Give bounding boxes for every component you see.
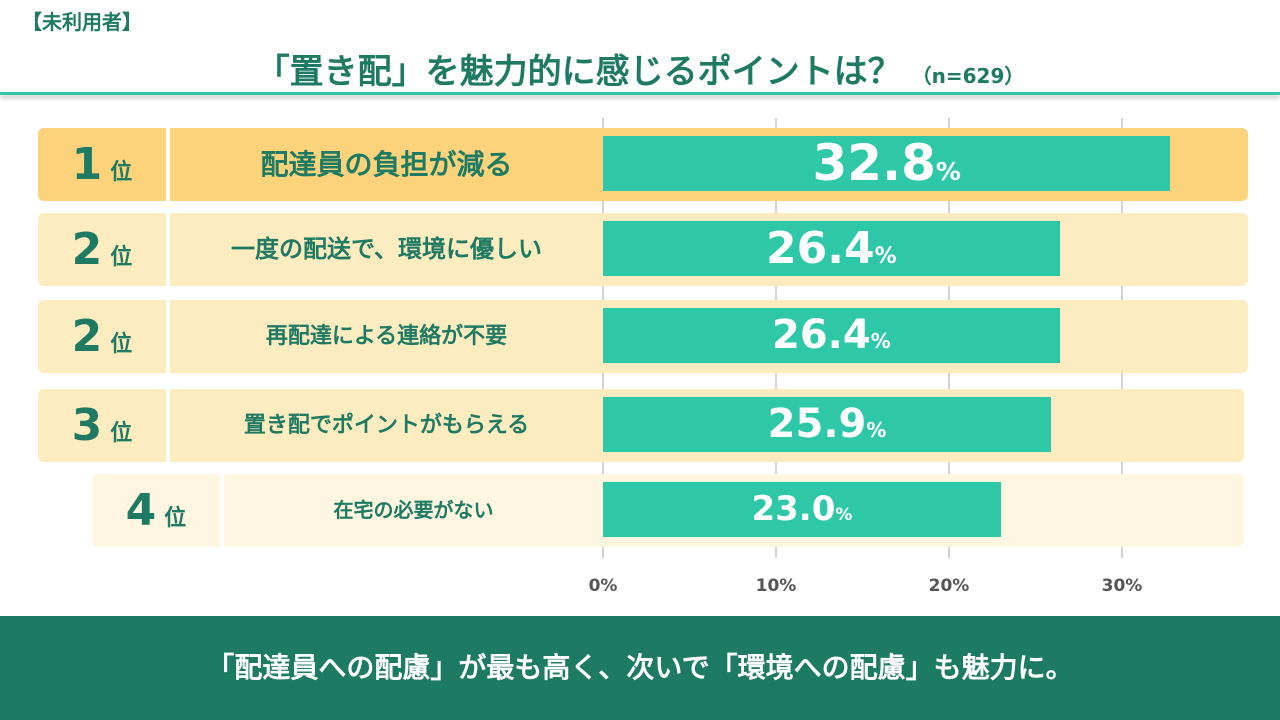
x-tick-label: 30% [1101, 576, 1143, 596]
rank-number: 2 [71, 311, 103, 362]
segment-label: 【未利用者】 [22, 10, 142, 34]
title-underline [0, 92, 1280, 95]
x-tick-label: 20% [928, 576, 970, 596]
bar: 26.4% [603, 308, 1060, 363]
rank-suffix: 位 [110, 421, 133, 446]
rank-suffix: 位 [110, 332, 133, 357]
rank-number: 3 [71, 400, 103, 451]
category-label: 再配達による連絡が不要 [265, 324, 508, 349]
bar-unit: % [866, 418, 887, 442]
bar-value-label: 32.8 [812, 134, 936, 192]
bar-value-label: 25.9 [767, 401, 867, 447]
category-label: 配達員の負担が減る [260, 148, 513, 181]
bar: 25.9% [603, 397, 1052, 452]
category-label: 一度の配送で、環境に優しい [230, 235, 543, 263]
rank-number: 4 [125, 485, 157, 536]
rank-number: 1 [71, 139, 103, 190]
bar: 26.4% [603, 221, 1060, 276]
bar-value-label: 26.4 [771, 312, 871, 358]
sample-size: （n=629） [911, 64, 1025, 88]
category-label: 置き配でポイントがもらえる [243, 413, 530, 438]
category-label: 在宅の必要がない [333, 498, 494, 522]
bar-value-label: 26.4 [766, 223, 875, 274]
bar-unit: % [874, 244, 897, 269]
rank-number: 2 [71, 224, 103, 275]
rank-suffix: 位 [164, 506, 187, 531]
bar: 32.8% [603, 134, 1171, 192]
bar: 23.0% [603, 482, 1001, 537]
rank-suffix: 位 [110, 245, 133, 270]
x-tick-label: 10% [755, 576, 797, 596]
title-text: 「置き配」を魅力的に感じるポイントは？ [255, 52, 902, 92]
summary-footer: 「配達員への配慮」が最も高く、次いで「環境への配慮」も魅力に。 [0, 616, 1280, 720]
chart-title: 「置き配」を魅力的に感じるポイントは？ （n=629） [0, 44, 1280, 93]
bar-value-label: 23.0 [751, 489, 836, 529]
rank-suffix: 位 [110, 160, 133, 185]
x-tick-label: 0% [588, 576, 618, 596]
bar-unit: % [870, 329, 891, 353]
bar-unit: % [935, 157, 961, 186]
bar-unit: % [835, 505, 853, 525]
